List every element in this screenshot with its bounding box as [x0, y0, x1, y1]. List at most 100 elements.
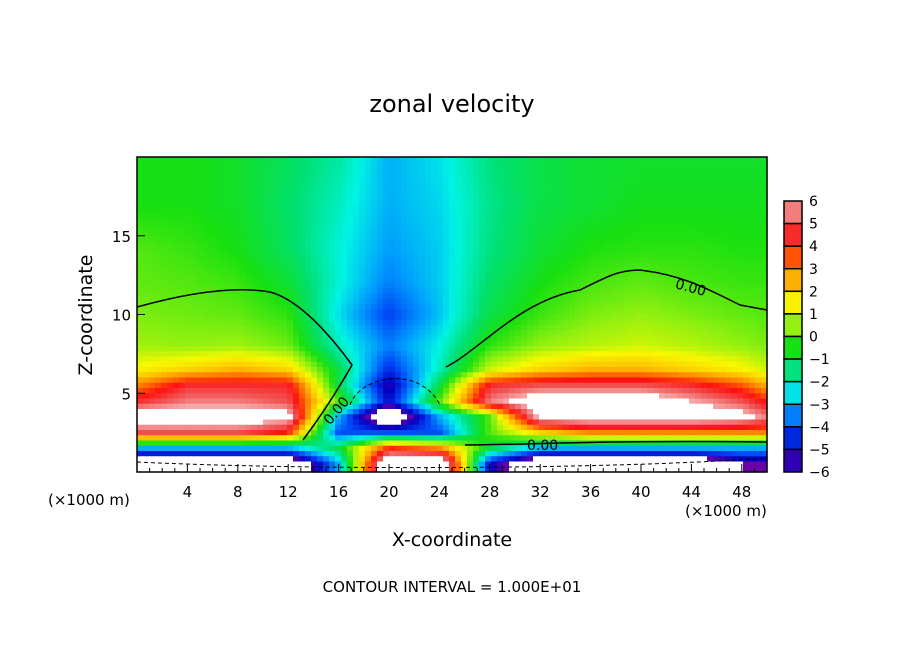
field-cell — [149, 235, 156, 242]
field-cell — [431, 403, 438, 410]
field-cell — [473, 330, 480, 337]
field-cell — [299, 256, 306, 263]
field-cell — [149, 309, 156, 316]
field-cell — [251, 193, 258, 200]
field-cell — [239, 393, 246, 400]
field-cell — [293, 293, 300, 300]
field-cell — [323, 157, 330, 163]
field-cell — [617, 325, 624, 331]
field-cell — [323, 256, 330, 263]
field-cell — [761, 319, 768, 326]
field-cell — [371, 256, 378, 263]
field-cell — [581, 361, 588, 368]
field-cell — [251, 304, 258, 310]
field-cell — [737, 204, 744, 211]
field-cell — [311, 262, 318, 268]
field-cell — [629, 351, 636, 358]
field-cell — [263, 351, 270, 358]
field-cell — [575, 293, 582, 300]
field-cell — [587, 325, 594, 331]
field-cell — [659, 246, 666, 253]
field-cell — [209, 346, 216, 352]
field-cell — [383, 340, 390, 347]
field-cell — [521, 288, 528, 295]
field-cell — [431, 314, 438, 321]
field-cell — [485, 314, 492, 321]
field-cell — [617, 340, 624, 347]
field-cell — [191, 335, 198, 342]
field-cell — [203, 251, 210, 258]
field-cell — [557, 220, 564, 226]
field-cell — [461, 262, 468, 268]
field-cell — [503, 325, 510, 331]
field-cell — [305, 288, 312, 295]
field-cell — [161, 309, 168, 316]
field-cell — [629, 330, 636, 337]
field-cell — [341, 372, 348, 379]
field-cell — [197, 356, 204, 363]
field-cell — [359, 157, 366, 163]
field-cell — [647, 393, 654, 400]
field-cell — [695, 393, 702, 400]
field-cell — [713, 304, 720, 310]
field-cell — [389, 314, 396, 321]
field-cell — [503, 340, 510, 347]
field-cell — [719, 372, 726, 379]
field-cell — [251, 241, 258, 247]
field-cell — [761, 304, 768, 310]
field-cell — [527, 335, 534, 342]
field-cell — [617, 314, 624, 321]
field-cell — [743, 398, 750, 405]
field-cell — [155, 209, 162, 216]
field-cell — [731, 277, 738, 284]
field-cell — [389, 398, 396, 405]
field-cell — [203, 325, 210, 331]
field-cell — [431, 256, 438, 263]
field-cell — [755, 220, 762, 226]
field-cell — [719, 267, 726, 274]
field-cell — [629, 398, 636, 405]
field-cell — [479, 393, 486, 400]
field-cell — [431, 361, 438, 368]
field-cell — [401, 340, 408, 347]
field-cell — [725, 283, 732, 289]
field-cell — [167, 304, 174, 310]
field-cell — [197, 382, 204, 389]
field-cell — [617, 162, 624, 169]
field-cell — [629, 167, 636, 174]
field-cell — [635, 188, 642, 195]
field-cell — [725, 277, 732, 284]
field-cell — [401, 162, 408, 169]
field-cell — [341, 267, 348, 274]
field-cell — [581, 199, 588, 205]
field-cell — [371, 319, 378, 326]
field-cell — [353, 277, 360, 284]
field-cell — [575, 388, 582, 394]
field-cell — [353, 304, 360, 310]
field-cell — [263, 330, 270, 337]
field-cell — [401, 167, 408, 174]
field-cell — [317, 172, 324, 179]
field-cell — [473, 346, 480, 352]
field-cell — [599, 340, 606, 347]
field-cell — [761, 167, 768, 174]
field-cell — [491, 325, 498, 331]
field-cell — [275, 167, 282, 174]
field-cell — [365, 304, 372, 310]
field-cell — [179, 235, 186, 242]
field-cell — [293, 246, 300, 253]
field-cell — [539, 272, 546, 279]
field-cell — [569, 356, 576, 363]
field-cell — [239, 319, 246, 326]
field-cell — [569, 214, 576, 221]
field-cell — [539, 235, 546, 242]
field-cell — [701, 267, 708, 274]
field-cell — [509, 214, 516, 221]
field-cell — [461, 256, 468, 263]
field-cell — [341, 388, 348, 394]
field-cell — [449, 293, 456, 300]
field-cell — [653, 214, 660, 221]
field-cell — [743, 325, 750, 331]
field-cell — [185, 372, 192, 379]
field-cell — [197, 372, 204, 379]
